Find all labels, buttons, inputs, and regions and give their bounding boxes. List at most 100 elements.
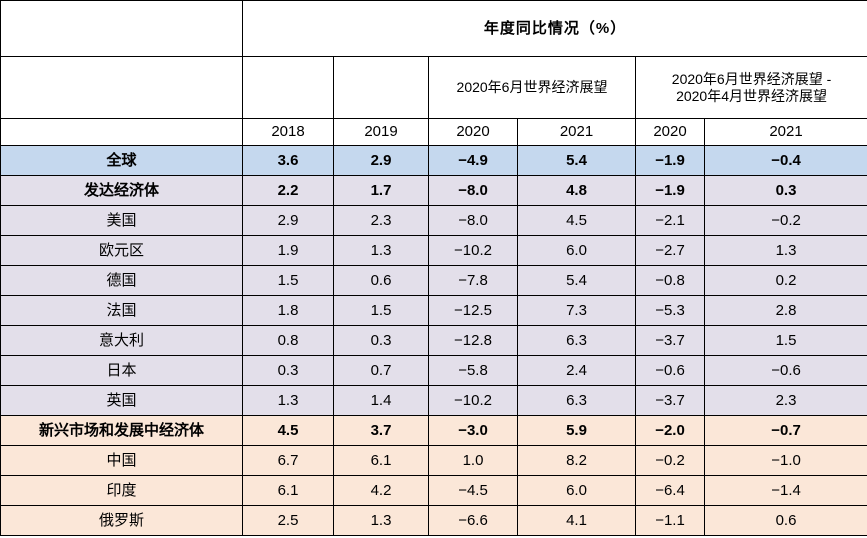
table-row: 发达经济体 2.2 1.7 −8.0 4.8 −1.9 0.3 <box>0 175 867 206</box>
row-label: 法国 <box>0 295 243 326</box>
row-label: 中国 <box>0 445 243 476</box>
table-row: 美国 2.9 2.3 −8.0 4.5 −2.1 −0.2 <box>0 205 867 236</box>
data-cell: −0.2 <box>703 205 867 236</box>
table-row: 新兴市场和发展中经济体 4.5 3.7 −3.0 5.9 −2.0 −0.7 <box>0 415 867 446</box>
year-header-2021: 2021 <box>517 118 636 146</box>
data-cell: 6.1 <box>242 475 334 506</box>
data-cell: 1.3 <box>333 235 429 266</box>
data-cell: 4.1 <box>517 505 636 536</box>
table-row: 中国 6.7 6.1 1.0 8.2 −0.2 −1.0 <box>0 445 867 476</box>
data-cell: 6.3 <box>517 325 636 356</box>
corner-empty-cell <box>0 0 243 57</box>
row-label: 英国 <box>0 385 243 416</box>
year-header-2021-revision: 2021 <box>703 118 867 146</box>
data-cell: 6.0 <box>517 475 636 506</box>
table-row: 欧元区 1.9 1.3 −10.2 6.0 −2.7 1.3 <box>0 235 867 266</box>
data-cell: 0.3 <box>703 175 867 206</box>
data-cell: −2.0 <box>635 415 705 446</box>
data-cell: 5.4 <box>517 265 636 296</box>
data-cell: 1.0 <box>428 445 518 476</box>
data-cell: −4.5 <box>428 475 518 506</box>
data-cell: 0.3 <box>333 325 429 356</box>
data-cell: 1.7 <box>333 175 429 206</box>
data-cell: 2.2 <box>242 175 334 206</box>
row-label: 意大利 <box>0 325 243 356</box>
column-group-revision-vs-april: 2020年6月世界经济展望 - 2020年4月世界经济展望 <box>634 56 867 119</box>
data-cell: 1.8 <box>242 295 334 326</box>
column-group-revision-line2: 2020年4月世界经济展望 <box>676 87 827 104</box>
data-cell: 1.5 <box>242 265 334 296</box>
data-cell: −4.9 <box>428 145 518 176</box>
data-cell: 4.8 <box>517 175 636 206</box>
year-header-2020-revision: 2020 <box>635 118 705 146</box>
row-label: 印度 <box>0 475 243 506</box>
data-cell: 4.2 <box>333 475 429 506</box>
data-cell: 0.2 <box>703 265 867 296</box>
data-cell: 3.6 <box>242 145 334 176</box>
table-row: 意大利 0.8 0.3 −12.8 6.3 −3.7 1.5 <box>0 325 867 356</box>
data-cell: −10.2 <box>428 235 518 266</box>
row-label: 发达经济体 <box>0 175 243 206</box>
year-header-row: 2018 2019 2020 2021 2020 2021 <box>0 118 867 146</box>
data-cell: 0.6 <box>333 265 429 296</box>
data-cell: −3.7 <box>635 385 705 416</box>
data-cell: 2.5 <box>242 505 334 536</box>
row-label: 美国 <box>0 205 243 236</box>
data-cell: 6.1 <box>333 445 429 476</box>
empty-cell <box>333 56 429 119</box>
data-cell: −0.6 <box>635 355 705 386</box>
data-cell: −12.5 <box>428 295 518 326</box>
data-cell: 6.0 <box>517 235 636 266</box>
data-cell: −8.0 <box>428 175 518 206</box>
data-cell: −3.7 <box>635 325 705 356</box>
empty-cell <box>0 118 243 146</box>
data-cell: 1.3 <box>333 505 429 536</box>
year-header-2018: 2018 <box>242 118 334 146</box>
data-cell: −1.9 <box>635 145 705 176</box>
data-cell: 3.7 <box>333 415 429 446</box>
data-cell: 2.3 <box>333 205 429 236</box>
data-cell: −0.4 <box>703 145 867 176</box>
data-cell: 5.4 <box>517 145 636 176</box>
row-label: 新兴市场和发展中经济体 <box>0 415 243 446</box>
data-cell: 1.9 <box>242 235 334 266</box>
data-cell: 7.3 <box>517 295 636 326</box>
table-row: 英国 1.3 1.4 −10.2 6.3 −3.7 2.3 <box>0 385 867 416</box>
data-cell: 0.6 <box>703 505 867 536</box>
data-cell: −0.8 <box>635 265 705 296</box>
data-cell: −0.7 <box>703 415 867 446</box>
empty-cell <box>0 56 243 119</box>
year-header-2019: 2019 <box>333 118 429 146</box>
data-cell: −7.8 <box>428 265 518 296</box>
data-cell: −0.2 <box>635 445 705 476</box>
data-cell: 1.3 <box>242 385 334 416</box>
data-cell: 2.8 <box>703 295 867 326</box>
data-cell: −10.2 <box>428 385 518 416</box>
data-cell: 1.5 <box>703 325 867 356</box>
column-group-june-outlook: 2020年6月世界经济展望 <box>428 56 636 119</box>
data-cell: 6.3 <box>517 385 636 416</box>
data-cell: 0.3 <box>242 355 334 386</box>
data-cell: 1.4 <box>333 385 429 416</box>
table-row: 日本 0.3 0.7 −5.8 2.4 −0.6 −0.6 <box>0 355 867 386</box>
data-cell: −8.0 <box>428 205 518 236</box>
data-cell: 0.7 <box>333 355 429 386</box>
data-cell: 4.5 <box>517 205 636 236</box>
column-group-revision-line1: 2020年6月世界经济展望 - <box>671 70 832 87</box>
row-label: 欧元区 <box>0 235 243 266</box>
subheader-row: 2020年6月世界经济展望 2020年6月世界经济展望 - 2020年4月世界经… <box>0 56 867 119</box>
data-cell: −12.8 <box>428 325 518 356</box>
empty-cell <box>242 56 334 119</box>
data-cell: −1.0 <box>703 445 867 476</box>
data-cell: −2.7 <box>635 235 705 266</box>
row-label: 日本 <box>0 355 243 386</box>
data-cell: 6.7 <box>242 445 334 476</box>
title-row: 年度同比情况（%） <box>0 0 867 57</box>
table-row: 法国 1.8 1.5 −12.5 7.3 −5.3 2.8 <box>0 295 867 326</box>
table-row: 俄罗斯 2.5 1.3 −6.6 4.1 −1.1 0.6 <box>0 505 867 536</box>
data-cell: −6.4 <box>635 475 705 506</box>
data-cell: −6.6 <box>428 505 518 536</box>
data-cell: −1.9 <box>635 175 705 206</box>
table-body: 全球 3.6 2.9 −4.9 5.4 −1.9 −0.4 发达经济体 2.2 1.7 −8.0 4.… <box>0 145 867 536</box>
